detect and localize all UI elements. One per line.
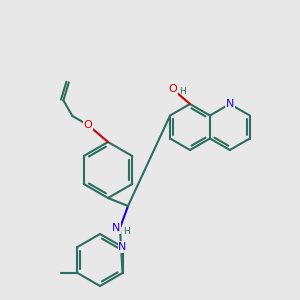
Text: O: O xyxy=(169,84,177,94)
Text: N: N xyxy=(226,99,234,109)
Text: H: H xyxy=(123,226,129,236)
Text: N: N xyxy=(112,223,120,233)
Text: O: O xyxy=(84,120,92,130)
Text: H: H xyxy=(180,88,186,97)
Text: N: N xyxy=(118,242,127,252)
